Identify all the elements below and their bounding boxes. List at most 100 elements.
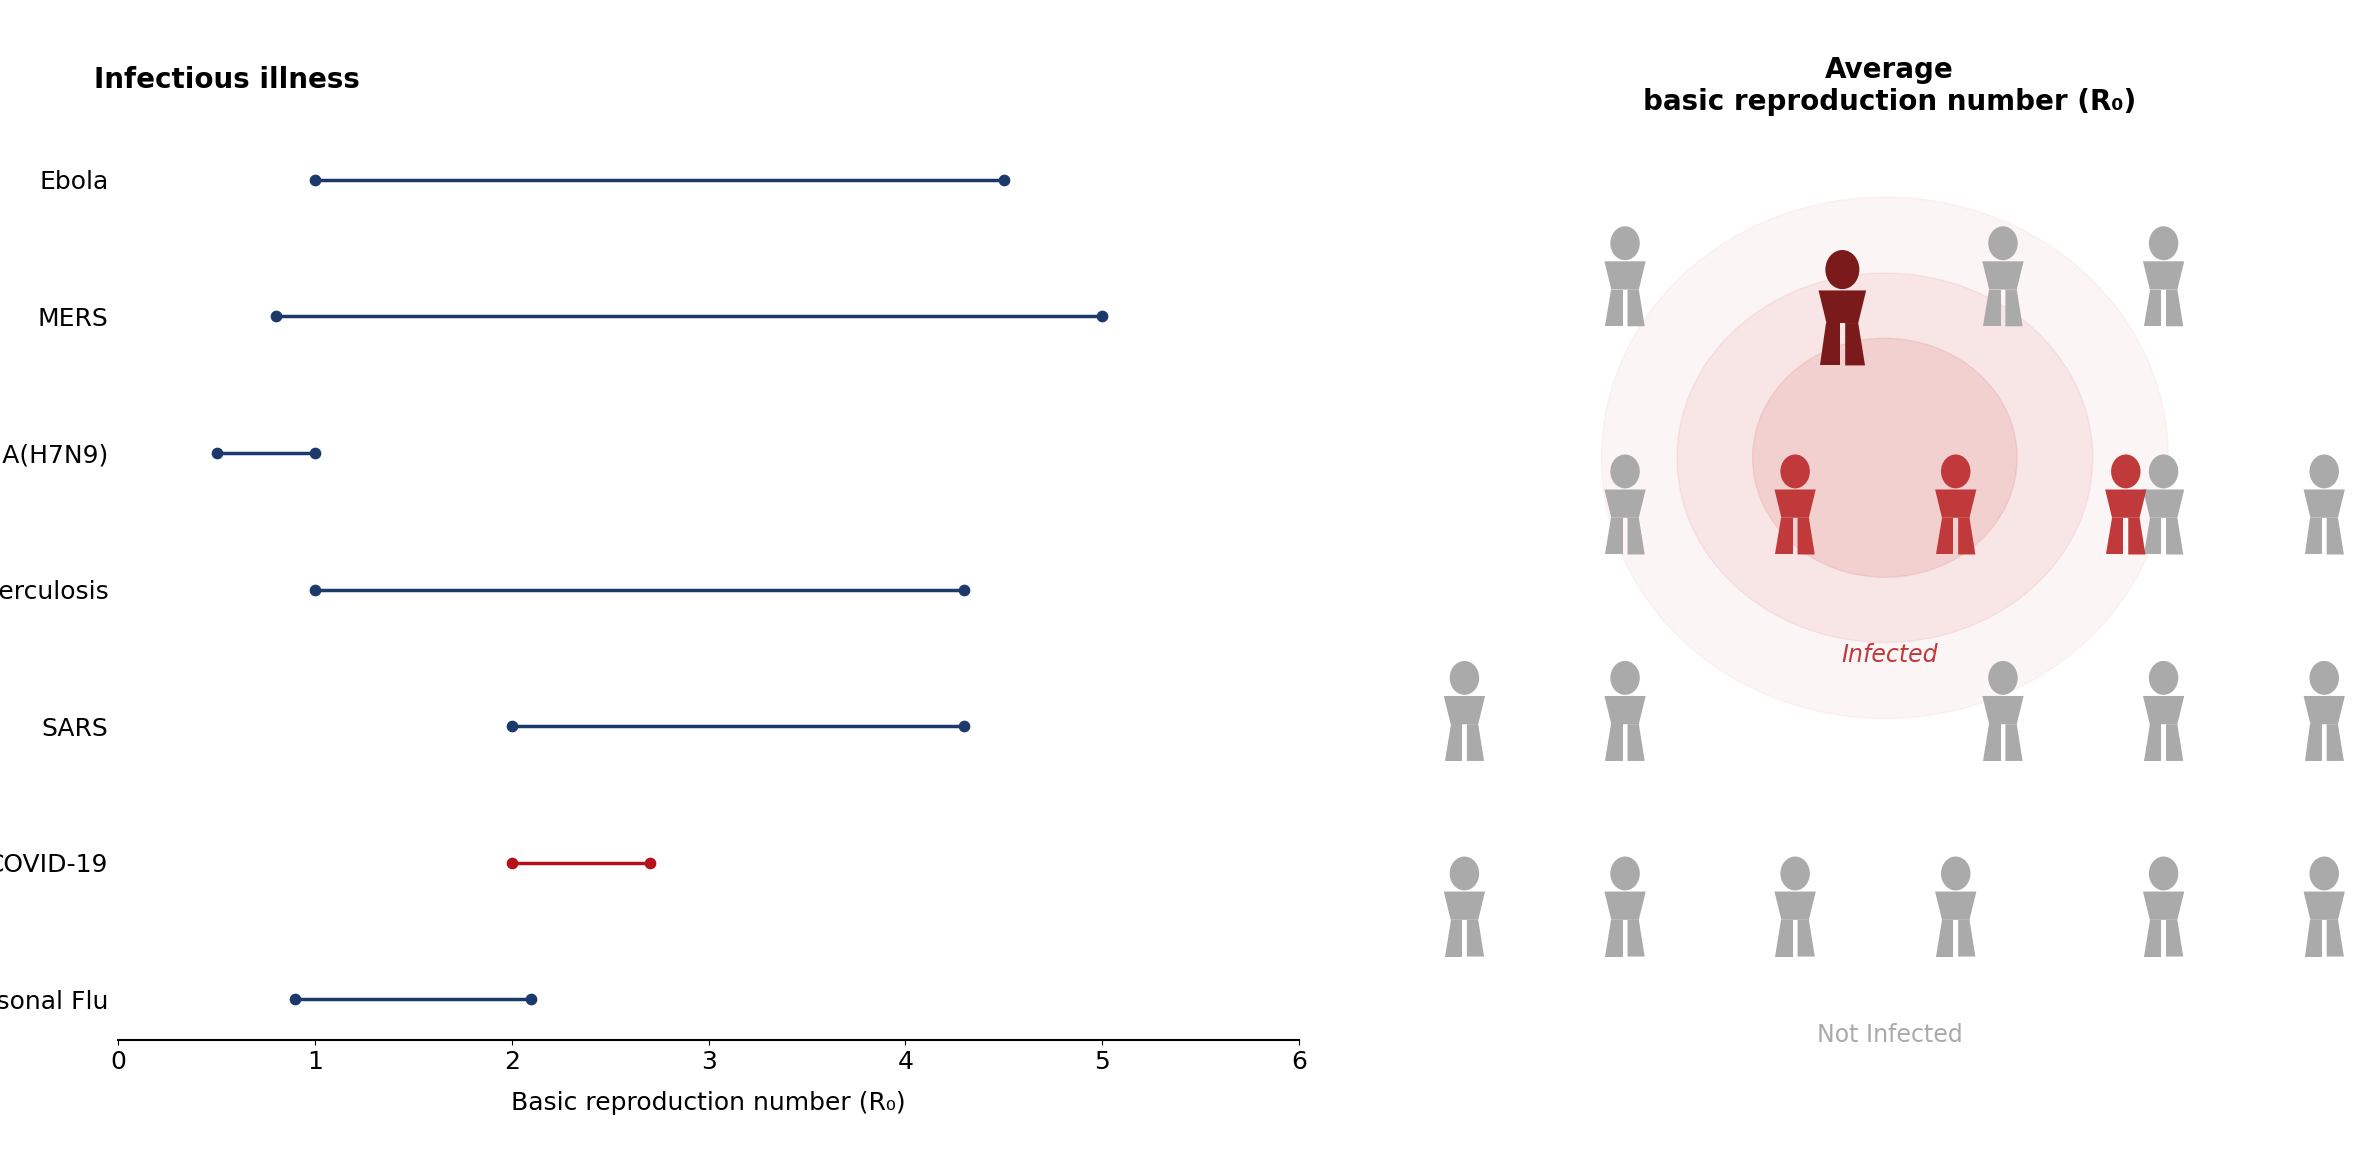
- Circle shape: [1611, 661, 1639, 695]
- Polygon shape: [1606, 289, 1623, 326]
- Polygon shape: [1937, 518, 1953, 555]
- Text: Infectious illness: Infectious illness: [94, 66, 361, 94]
- Polygon shape: [2303, 696, 2345, 724]
- Polygon shape: [1984, 289, 2001, 326]
- Point: [295, 580, 333, 599]
- Polygon shape: [1774, 891, 1816, 920]
- Circle shape: [2112, 454, 2140, 488]
- Polygon shape: [1776, 518, 1793, 555]
- Ellipse shape: [1677, 273, 2093, 643]
- Polygon shape: [2107, 518, 2123, 555]
- Polygon shape: [1604, 261, 1646, 289]
- Polygon shape: [1982, 261, 2024, 289]
- Polygon shape: [1776, 920, 1793, 956]
- Polygon shape: [2327, 518, 2343, 555]
- Polygon shape: [1958, 920, 1975, 956]
- Polygon shape: [1446, 920, 1462, 956]
- Circle shape: [1611, 227, 1639, 260]
- Polygon shape: [1774, 489, 1816, 518]
- Circle shape: [1942, 857, 1970, 890]
- Circle shape: [1781, 857, 1809, 890]
- Polygon shape: [1443, 696, 1486, 724]
- Polygon shape: [2303, 891, 2345, 920]
- Polygon shape: [1443, 891, 1486, 920]
- Polygon shape: [2142, 891, 2185, 920]
- Polygon shape: [1958, 518, 1975, 555]
- Polygon shape: [2305, 518, 2322, 555]
- Polygon shape: [2303, 489, 2345, 518]
- Polygon shape: [1627, 724, 1644, 761]
- Polygon shape: [1627, 289, 1644, 326]
- Polygon shape: [2145, 920, 2161, 956]
- Circle shape: [2149, 857, 2178, 890]
- Point: [985, 170, 1023, 188]
- Point: [295, 170, 333, 188]
- Text: Not Infected: Not Infected: [1816, 1023, 1963, 1047]
- Polygon shape: [1627, 518, 1644, 555]
- Circle shape: [2310, 661, 2338, 695]
- Point: [276, 991, 314, 1009]
- Circle shape: [2310, 857, 2338, 890]
- Ellipse shape: [1601, 197, 2168, 719]
- Circle shape: [1826, 250, 1859, 289]
- Point: [945, 717, 983, 735]
- Circle shape: [2149, 227, 2178, 260]
- Circle shape: [1611, 454, 1639, 488]
- Polygon shape: [1845, 323, 1866, 365]
- Polygon shape: [1606, 518, 1623, 555]
- Circle shape: [1989, 227, 2017, 260]
- Circle shape: [2310, 454, 2338, 488]
- Polygon shape: [1984, 724, 2001, 761]
- Polygon shape: [2142, 696, 2185, 724]
- Polygon shape: [1797, 518, 1814, 555]
- Point: [1084, 307, 1122, 326]
- Point: [257, 307, 295, 326]
- Polygon shape: [2166, 724, 2182, 761]
- Polygon shape: [2327, 724, 2343, 761]
- Polygon shape: [1467, 920, 1483, 956]
- Polygon shape: [1604, 696, 1646, 724]
- Polygon shape: [2005, 724, 2022, 761]
- Polygon shape: [2145, 518, 2161, 555]
- Polygon shape: [2327, 920, 2343, 956]
- Circle shape: [1989, 661, 2017, 695]
- Polygon shape: [2166, 920, 2182, 956]
- Polygon shape: [1467, 724, 1483, 761]
- Point: [494, 853, 531, 872]
- Polygon shape: [2145, 724, 2161, 761]
- X-axis label: Basic reproduction number (R₀): Basic reproduction number (R₀): [510, 1091, 907, 1114]
- Point: [295, 444, 333, 462]
- Point: [198, 444, 236, 462]
- Text: Infected: Infected: [1842, 643, 1937, 667]
- Circle shape: [1781, 454, 1809, 488]
- Polygon shape: [1819, 323, 1840, 365]
- Polygon shape: [2005, 289, 2022, 326]
- Text: Average
basic reproduction number (R₀): Average basic reproduction number (R₀): [1644, 55, 2135, 116]
- Circle shape: [2149, 454, 2178, 488]
- Polygon shape: [1937, 920, 1953, 956]
- Point: [494, 717, 531, 735]
- Polygon shape: [1797, 920, 1814, 956]
- Circle shape: [1611, 857, 1639, 890]
- Polygon shape: [2145, 289, 2161, 326]
- Circle shape: [1450, 857, 1479, 890]
- Polygon shape: [1606, 920, 1623, 956]
- Polygon shape: [2166, 289, 2182, 326]
- Polygon shape: [1934, 489, 1977, 518]
- Polygon shape: [2142, 489, 2185, 518]
- Point: [513, 991, 550, 1009]
- Polygon shape: [2105, 489, 2147, 518]
- Circle shape: [2149, 661, 2178, 695]
- Point: [631, 853, 668, 872]
- Polygon shape: [2142, 261, 2185, 289]
- Ellipse shape: [1753, 339, 2017, 577]
- Polygon shape: [1604, 891, 1646, 920]
- Polygon shape: [1604, 489, 1646, 518]
- Polygon shape: [1819, 290, 1866, 323]
- Polygon shape: [1606, 724, 1623, 761]
- Polygon shape: [2305, 920, 2322, 956]
- Polygon shape: [1627, 920, 1644, 956]
- Point: [945, 580, 983, 599]
- Polygon shape: [2305, 724, 2322, 761]
- Polygon shape: [1934, 891, 1977, 920]
